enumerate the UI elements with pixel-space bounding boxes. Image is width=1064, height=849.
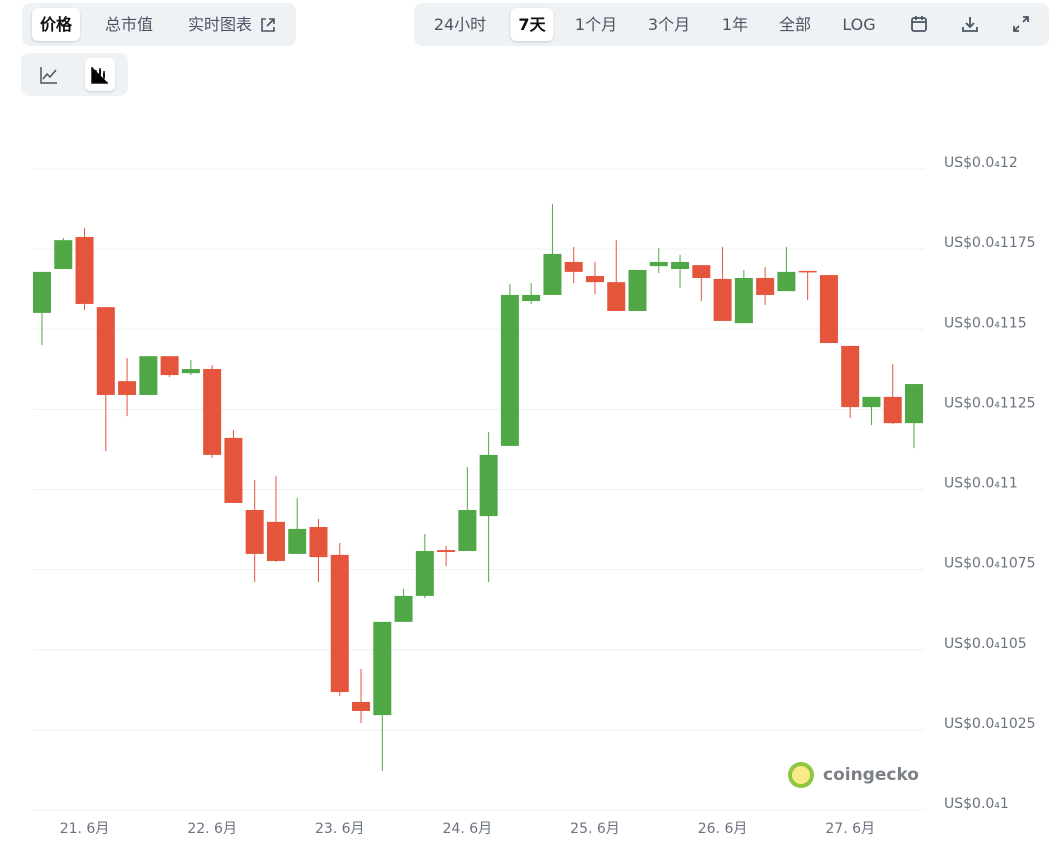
candle-body	[756, 277, 775, 295]
candle-body	[373, 621, 392, 716]
y-tick-label: US$0.0₄12	[944, 155, 1018, 171]
candle-body	[330, 554, 349, 693]
y-tick-label: US$0.0₄1025	[944, 716, 1036, 732]
candle-body	[54, 240, 73, 269]
y-tick-label: US$0.0₄1125	[944, 395, 1036, 411]
candle-body	[394, 595, 413, 622]
tab[interactable]: LOG	[842, 15, 876, 34]
candle-body	[479, 454, 498, 517]
chart-type-group	[21, 53, 128, 96]
candle-body	[543, 253, 562, 295]
y-tick-label: US$0.0₄11	[944, 476, 1018, 492]
candle-body	[819, 275, 838, 344]
download-icon[interactable]	[961, 15, 979, 33]
candle-body	[33, 271, 51, 313]
range-tab-group: 24小时 7天 1个月 3个月 1年 全部 LOG	[414, 3, 1049, 46]
x-tick-label: 21. 6月	[60, 821, 110, 837]
calendar-icon[interactable]	[910, 15, 928, 33]
watermark: coingecko	[823, 765, 919, 785]
candle-body	[585, 276, 604, 283]
candle-body	[713, 278, 732, 321]
tab[interactable]: 价格	[31, 8, 81, 41]
candle-body	[75, 236, 94, 304]
tab[interactable]: 实时图表	[187, 15, 253, 34]
external-link-icon	[261, 18, 275, 32]
y-tick-label: US$0.0₄1175	[944, 235, 1036, 251]
candle-body	[160, 356, 179, 376]
candle-body	[734, 277, 753, 324]
tab[interactable]: 3个月	[647, 15, 691, 34]
tab[interactable]: 全部	[778, 15, 812, 34]
logo	[788, 762, 814, 788]
candle-chart-icon[interactable]	[91, 66, 109, 84]
candle-body	[415, 551, 434, 596]
candle-body	[628, 269, 647, 311]
y-tick-label: US$0.0₄1075	[944, 556, 1036, 572]
tab[interactable]: 7天	[510, 8, 554, 41]
candle-body	[139, 356, 158, 395]
candle-body	[458, 510, 477, 552]
logo-inner	[792, 766, 810, 784]
candle-body	[883, 396, 902, 424]
expand-icon[interactable]	[1012, 15, 1030, 33]
candle-body	[352, 701, 371, 711]
candle-body	[96, 307, 115, 395]
x-tick-label: 24. 6月	[443, 821, 493, 837]
candle-body	[522, 294, 541, 302]
candle-body	[266, 521, 285, 561]
line-chart-icon[interactable]	[40, 66, 58, 84]
candle-body	[118, 381, 137, 395]
candle-body	[798, 270, 817, 273]
candle-body	[437, 550, 456, 552]
candle-body	[500, 294, 519, 446]
y-tick-label: US$0.0₄1	[944, 796, 1009, 812]
candle-body	[671, 261, 690, 269]
x-tick-label: 25. 6月	[570, 821, 620, 837]
candle-body	[224, 437, 243, 503]
candle-body	[841, 345, 860, 408]
candle-body	[692, 265, 711, 278]
x-tick-label: 22. 6月	[187, 821, 237, 837]
value-tab-group: 价格 总市值 实时图表	[22, 3, 296, 46]
y-tick-label: US$0.0₄115	[944, 315, 1027, 331]
tab[interactable]: 24小时	[433, 15, 487, 34]
candle-body	[862, 396, 881, 408]
tab[interactable]: 1个月	[574, 15, 618, 34]
candle-body	[607, 282, 626, 311]
x-tick-label: 26. 6月	[698, 821, 748, 837]
candle-body	[649, 261, 668, 267]
candle-body	[564, 261, 583, 272]
tab[interactable]: 1年	[721, 15, 749, 34]
x-tick-label: 27. 6月	[825, 821, 875, 837]
candle-body	[203, 368, 222, 455]
candle-body	[905, 384, 923, 424]
y-tick-label: US$0.0₄105	[944, 636, 1027, 652]
candle-body	[181, 368, 200, 374]
candle-body	[777, 271, 796, 292]
candle-body	[309, 526, 328, 558]
candle-body	[288, 528, 307, 554]
candle-body	[245, 510, 264, 554]
tab[interactable]: 总市值	[104, 15, 154, 34]
x-tick-label: 23. 6月	[315, 821, 365, 837]
